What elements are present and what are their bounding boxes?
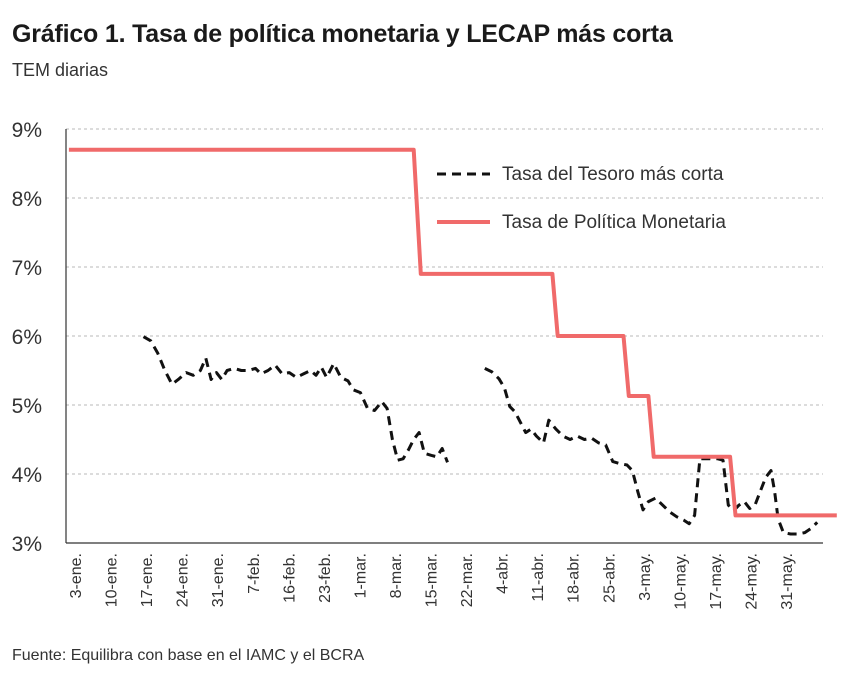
x-tick-label: 24-may.: [743, 553, 760, 610]
x-tick-label: 22-mar.: [459, 553, 476, 607]
legend-label-treasury: Tasa del Tesoro más corta: [502, 164, 724, 185]
y-tick-label: 8%: [12, 188, 42, 211]
policy-rate-line: [68, 147, 837, 518]
x-tick-label: 23-feb.: [317, 553, 334, 603]
y-tick-label: 5%: [12, 395, 42, 418]
legend: Tasa del Tesoro más corta Tasa de Políti…: [437, 164, 726, 233]
y-tick-label: 9%: [12, 119, 42, 142]
chart-title: Gráfico 1. Tasa de política monetaria y …: [12, 20, 673, 48]
x-tick-label: 31-ene.: [210, 553, 227, 607]
x-tick-label: 1-mar.: [352, 553, 369, 598]
x-tick-label: 24-ene.: [175, 553, 192, 607]
y-tick-label: 3%: [12, 533, 42, 556]
x-tick-label: 15-mar.: [424, 553, 441, 607]
x-tick-label: 18-abr.: [566, 553, 583, 603]
y-tick-label: 4%: [12, 464, 42, 487]
x-tick-label: 10-ene.: [104, 553, 121, 607]
legend-label-policy: Tasa de Política Monetaria: [502, 212, 726, 233]
x-tick-label: 17-may.: [708, 553, 725, 610]
x-tick-label: 25-abr.: [601, 553, 618, 603]
x-axis: 3-ene. 10-ene. 17-ene. 24-ene. 31-ene. 7-feb.…: [66, 542, 823, 610]
x-tick-label: 3-ene.: [68, 553, 85, 598]
chart-source: Fuente: Equilibra con base en el IAMC y …: [12, 647, 365, 664]
y-tick-label: 7%: [12, 257, 42, 280]
x-tick-label: 17-ene.: [139, 553, 156, 607]
series-lines: [68, 147, 837, 536]
x-tick-label: 11-abr.: [530, 553, 547, 602]
x-tick-label: 4-abr.: [495, 553, 512, 594]
y-axis: 9% 8% 7% 6% 5% 4% 3%: [12, 119, 67, 556]
x-tick-label: 16-feb.: [281, 553, 298, 603]
x-tick-label: 7-feb.: [246, 553, 263, 594]
treasury-rate-line: [484, 367, 819, 536]
x-tick-label: 8-mar.: [388, 553, 405, 598]
x-tick-label: 31-may.: [779, 553, 796, 610]
chart-subtitle: TEM diarias: [12, 60, 109, 80]
x-tick-label: 3-may.: [637, 553, 654, 601]
y-tick-label: 6%: [12, 326, 42, 349]
treasury-rate-line: [142, 335, 449, 463]
grid-lines: [66, 128, 823, 475]
x-tick-label: 10-may.: [672, 553, 689, 610]
